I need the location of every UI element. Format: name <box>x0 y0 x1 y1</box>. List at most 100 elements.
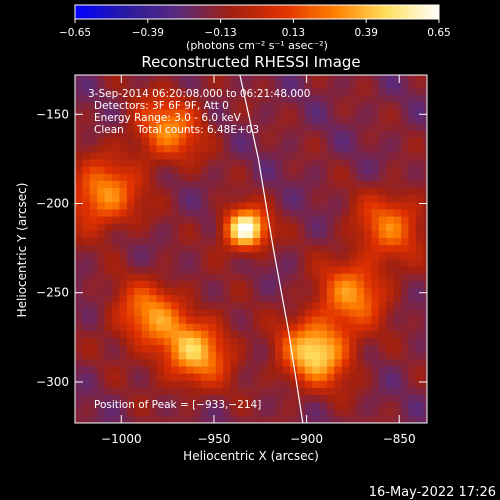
heatmap-cell <box>223 230 232 238</box>
heatmap-cell <box>126 94 135 103</box>
heatmap-cell <box>371 108 380 117</box>
heatmap-cell <box>415 351 424 360</box>
heatmap-cell <box>126 158 135 167</box>
heatmap-cell <box>401 75 410 81</box>
heatmap-cell <box>171 323 180 331</box>
heatmap-cell <box>349 173 358 181</box>
heatmap-cell <box>134 373 143 381</box>
heatmap-cell <box>275 301 284 310</box>
heatmap-cell <box>341 330 350 338</box>
heatmap-cell <box>423 323 427 331</box>
heatmap-cell <box>341 187 350 196</box>
heatmap-cell <box>230 215 239 224</box>
heatmap-cell <box>119 87 128 96</box>
heatmap-cell <box>245 215 254 224</box>
heatmap-cell <box>267 415 276 423</box>
heatmap-cell <box>371 258 380 267</box>
heatmap-cell <box>75 273 84 281</box>
heatmap-cell <box>371 166 380 174</box>
heatmap-cell <box>171 344 180 353</box>
heatmap-cell <box>267 287 276 296</box>
heatmap-cell <box>126 308 135 317</box>
heatmap-cell <box>186 151 195 160</box>
heatmap-cell <box>223 330 232 338</box>
heatmap-cell <box>401 373 410 381</box>
heatmap-cell <box>393 344 402 353</box>
heatmap-cell <box>245 208 254 217</box>
heatmap-cell <box>319 180 328 189</box>
heatmap-cell <box>186 223 195 231</box>
heatmap-cell <box>423 123 427 131</box>
heatmap-cell <box>297 123 306 131</box>
heatmap-cell <box>141 315 150 324</box>
heatmap-cell <box>312 80 321 89</box>
heatmap-cell <box>341 415 350 423</box>
heatmap-cell <box>386 344 395 353</box>
heatmap-cell <box>141 344 150 353</box>
heatmap-cell <box>326 75 335 81</box>
heatmap-cell <box>415 287 424 296</box>
heatmap-cell <box>408 144 417 153</box>
heatmap-cell <box>297 137 306 146</box>
heatmap-cell <box>415 373 424 381</box>
heatmap-cell <box>178 251 187 260</box>
heatmap-cell <box>178 180 187 189</box>
heatmap-cell <box>149 237 158 246</box>
heatmap-cell <box>238 244 247 253</box>
heatmap-cell <box>371 75 380 81</box>
heatmap-cell <box>230 137 239 146</box>
heatmap-cell <box>89 194 98 203</box>
heatmap-cell <box>75 194 84 203</box>
heatmap-cell <box>134 166 143 174</box>
heatmap-cell <box>282 258 291 267</box>
heatmap-cell <box>200 251 209 260</box>
heatmap-cell <box>341 294 350 303</box>
heatmap-cell <box>82 166 91 174</box>
plot-area: −1000 −950 −900 −850−150−200−250−300 3-Sep-… <box>36 74 428 446</box>
heatmap-cell <box>334 315 343 324</box>
heatmap-cell <box>371 387 380 396</box>
heatmap-cell <box>349 158 358 167</box>
heatmap-cell <box>149 201 158 210</box>
heatmap-cell <box>178 287 187 296</box>
heatmap-cell <box>349 94 358 103</box>
heatmap-cell <box>178 123 187 131</box>
heatmap-cell <box>304 201 313 210</box>
heatmap-cell <box>415 244 424 253</box>
heatmap-cell <box>230 258 239 267</box>
heatmap-cell <box>75 108 84 117</box>
heatmap-cell <box>82 351 91 360</box>
heatmap-cell <box>193 123 202 131</box>
heatmap-cell <box>163 101 172 110</box>
heatmap-cell <box>89 251 98 260</box>
heatmap-cell <box>82 401 91 410</box>
heatmap-cell <box>186 101 195 110</box>
heatmap-cell <box>304 75 313 81</box>
heatmap-cell <box>186 116 195 124</box>
heatmap-cell <box>260 116 269 124</box>
heatmap-cell <box>82 75 91 81</box>
heatmap-cell <box>423 415 427 423</box>
heatmap-cell <box>319 94 328 103</box>
heatmap-cell <box>260 215 269 224</box>
heatmap-cell <box>282 158 291 167</box>
heatmap-cell <box>378 344 387 353</box>
heatmap-cell <box>282 123 291 131</box>
heatmap-cell <box>364 308 373 317</box>
heatmap-cell <box>119 237 128 246</box>
heatmap-cell <box>178 215 187 224</box>
heatmap-cell <box>156 308 165 317</box>
heatmap-cell <box>364 380 373 388</box>
heatmap-cell <box>230 230 239 238</box>
heatmap-cell <box>104 415 113 423</box>
heatmap-cell <box>378 387 387 396</box>
heatmap-cell <box>186 408 195 417</box>
heatmap-cell <box>326 315 335 324</box>
heatmap-cell <box>356 365 365 374</box>
heatmap-cell <box>149 294 158 303</box>
heatmap-cell <box>349 251 358 260</box>
heatmap-cell <box>119 223 128 231</box>
heatmap-cell <box>386 287 395 296</box>
heatmap-cell <box>334 137 343 146</box>
